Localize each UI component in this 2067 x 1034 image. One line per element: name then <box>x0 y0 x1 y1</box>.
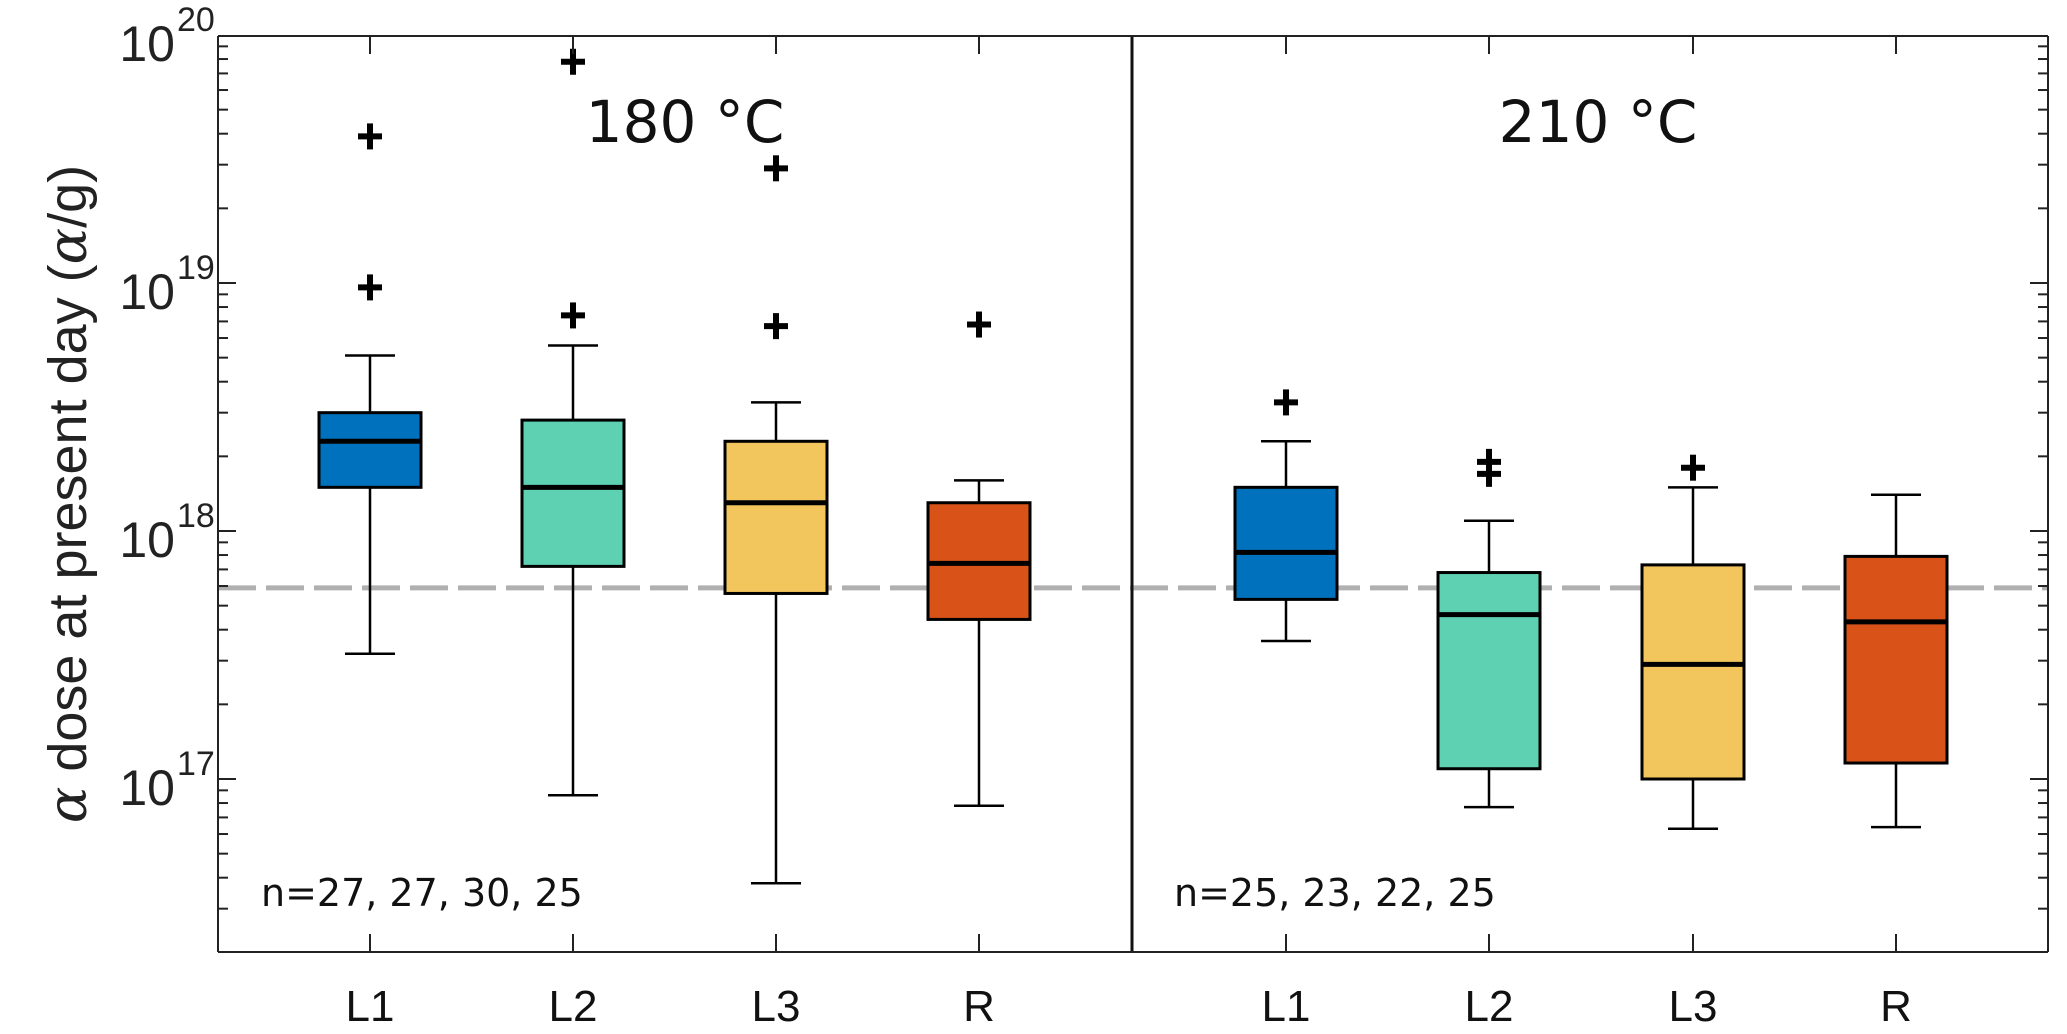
y-tick-exponent: 19 <box>177 249 215 287</box>
outlier-marker <box>1477 448 1501 475</box>
panel-label-210: 210 °C <box>1499 88 1698 156</box>
box-L3 <box>1640 454 1746 831</box>
panel-0 <box>317 48 1032 885</box>
panel-1 <box>1233 389 1949 831</box>
y-tick-label: 10 <box>119 512 175 568</box>
iqr-box <box>1436 571 1542 771</box>
box-R <box>1843 493 1949 829</box>
y-tick-label: 10 <box>119 16 175 72</box>
y-tick-exponent: 18 <box>177 497 215 535</box>
x-axis: L1 L2 L3 R L1 L2 L3 R <box>218 35 2048 1031</box>
box-L2 <box>1436 448 1542 809</box>
box-L3 <box>723 155 829 885</box>
y-tick-base: 10 <box>119 760 175 816</box>
iqr-box <box>1640 563 1746 781</box>
plot-area <box>218 36 2048 952</box>
iqr-box <box>317 411 423 489</box>
y-tick-base: 10 <box>119 16 175 72</box>
y-axis-label-symbol: α <box>36 787 99 823</box>
box-L2 <box>520 48 626 797</box>
outlier-marker <box>764 155 788 182</box>
outlier-marker <box>1681 454 1705 481</box>
box-L1 <box>317 123 423 655</box>
y-axis-label-main: dose at present day ( <box>38 264 98 786</box>
outlier-marker <box>1274 389 1298 416</box>
x-tick-label: L1 <box>1262 982 1311 1031</box>
x-tick-label: R <box>963 982 995 1031</box>
y-tick-label: 10 <box>119 264 175 320</box>
x-tick-label: L2 <box>1465 982 1514 1031</box>
panel-label-180: 180 °C <box>586 88 785 156</box>
y-axis-label-unit-end: /g) <box>38 165 98 228</box>
iqr-box <box>1233 485 1339 601</box>
x-tick-label: R <box>1880 982 1912 1031</box>
iqr-box <box>520 418 626 568</box>
sample-count-210: n=25, 23, 22, 25 <box>1174 871 1496 915</box>
sample-count-180: n=27, 27, 30, 25 <box>261 871 583 915</box>
iqr-box <box>723 439 829 595</box>
x-tick-label: L1 <box>346 982 395 1031</box>
iqr-box <box>1843 554 1949 765</box>
box-R <box>926 311 1032 808</box>
outlier-marker <box>764 313 788 340</box>
x-tick-label: L2 <box>549 982 598 1031</box>
y-tick-exponent: 20 <box>177 1 215 39</box>
x-tick-label: L3 <box>1669 982 1718 1031</box>
x-tick-label: L3 <box>752 982 801 1031</box>
y-axis-label: α dose at present day (α/g) <box>36 165 99 823</box>
y-axis-label-unit-symbol: α <box>36 228 99 264</box>
y-tick-base: 10 <box>119 512 175 568</box>
outlier-marker <box>358 123 382 150</box>
outlier-marker <box>561 302 585 329</box>
y-tick-exponent: 17 <box>177 745 215 783</box>
box-L1 <box>1233 389 1339 643</box>
y-tick-label: 10 <box>119 760 175 816</box>
outlier-marker <box>358 274 382 301</box>
outlier-marker <box>967 311 991 338</box>
y-tick-base: 10 <box>119 264 175 320</box>
